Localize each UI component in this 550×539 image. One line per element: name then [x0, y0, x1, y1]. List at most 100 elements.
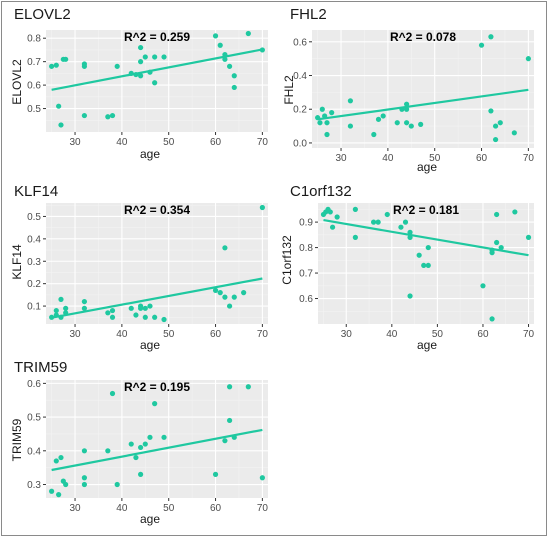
data-point — [114, 63, 120, 69]
x-tick-label: 70 — [257, 329, 269, 340]
data-point — [138, 73, 144, 79]
y-tick-label: 0.2 — [27, 279, 41, 290]
data-point — [212, 287, 219, 293]
x-tick-label: 50 — [163, 503, 175, 514]
y-tick-label: 0.6 — [293, 37, 307, 48]
data-point — [152, 54, 158, 60]
data-point — [128, 441, 134, 447]
data-point — [384, 211, 390, 218]
data-point — [222, 245, 228, 251]
data-point — [402, 219, 409, 225]
data-point — [58, 122, 64, 128]
x-axis-label: age — [416, 160, 438, 174]
data-point — [324, 120, 330, 126]
data-point — [404, 101, 410, 107]
data-point — [497, 120, 503, 126]
data-point — [109, 390, 116, 397]
data-point — [259, 475, 265, 481]
data-point — [138, 44, 144, 51]
r-squared-annotation: R^2 = 0.259 — [124, 30, 190, 44]
data-point — [212, 33, 219, 39]
data-point — [375, 219, 381, 225]
regression-line — [51, 277, 263, 319]
data-point — [492, 123, 499, 129]
data-point — [81, 112, 88, 119]
x-tick-label: 30 — [341, 329, 353, 340]
data-point — [226, 417, 233, 424]
x-tick-label: 60 — [210, 137, 222, 148]
data-point — [81, 63, 88, 69]
data-point — [498, 244, 504, 251]
data-point — [398, 224, 404, 230]
data-point — [147, 303, 153, 309]
data-point — [489, 250, 495, 256]
data-point — [408, 123, 414, 129]
data-point — [109, 314, 116, 320]
x-tick-label: 40 — [116, 503, 128, 514]
y-tick-label: 0.4 — [293, 71, 307, 82]
x-tick-label: 40 — [386, 329, 398, 340]
data-point — [512, 209, 518, 215]
data-point — [147, 434, 153, 440]
y-tick-label: 0.9 — [299, 218, 313, 229]
y-tick-label: 0.3 — [27, 480, 41, 491]
y-tick-label: 0.6 — [299, 294, 313, 305]
r-squared-annotation: R^2 = 0.181 — [393, 203, 459, 217]
data-point — [488, 108, 494, 114]
data-point — [152, 80, 158, 86]
data-point — [53, 458, 59, 464]
data-point — [53, 307, 59, 314]
data-point — [138, 305, 144, 311]
x-tick-label: 70 — [257, 503, 269, 514]
x-tick-label: 40 — [116, 329, 128, 340]
data-point — [81, 481, 88, 488]
y-tick-label: 0.8 — [27, 34, 41, 45]
y-tick-label: 0.1 — [27, 302, 41, 313]
regression-line — [51, 428, 263, 472]
data-point — [81, 475, 88, 481]
data-point — [394, 120, 400, 126]
data-point — [525, 234, 532, 240]
data-point — [226, 384, 233, 390]
panel-title: FHL2 — [290, 6, 327, 23]
x-tick-label: 50 — [432, 329, 444, 340]
data-point — [58, 454, 64, 461]
data-point — [142, 305, 148, 311]
data-point — [63, 56, 69, 62]
data-point — [161, 434, 167, 440]
x-tick-label: 30 — [69, 329, 81, 340]
data-point — [488, 34, 494, 40]
x-axis-label: age — [139, 512, 161, 526]
data-point — [231, 73, 237, 79]
y-tick-label: 0.6 — [27, 379, 41, 390]
x-tick-label: 70 — [523, 329, 535, 340]
data-point — [489, 316, 495, 322]
data-point — [63, 305, 69, 311]
data-point — [217, 290, 223, 296]
data-point — [425, 244, 431, 251]
data-point — [511, 130, 517, 136]
data-point — [324, 131, 330, 138]
data-point — [245, 384, 251, 390]
data-point — [226, 63, 233, 69]
data-point — [231, 84, 237, 91]
x-tick-label: 70 — [523, 153, 535, 164]
data-point — [380, 113, 386, 119]
x-tick-label: 60 — [477, 329, 489, 340]
data-point — [480, 283, 486, 289]
data-point — [49, 63, 55, 69]
data-point — [494, 211, 500, 218]
x-tick-label: 40 — [382, 153, 394, 164]
data-point — [133, 454, 139, 461]
data-point — [352, 234, 358, 240]
y-tick-label: 0.7 — [27, 57, 41, 68]
y-tick-label: 0.0 — [293, 138, 307, 149]
y-tick-label: 0.7 — [299, 269, 313, 280]
x-tick-label: 50 — [163, 329, 175, 340]
data-point — [494, 239, 500, 246]
data-point — [49, 488, 55, 494]
data-point — [425, 262, 431, 269]
data-point — [81, 448, 88, 454]
